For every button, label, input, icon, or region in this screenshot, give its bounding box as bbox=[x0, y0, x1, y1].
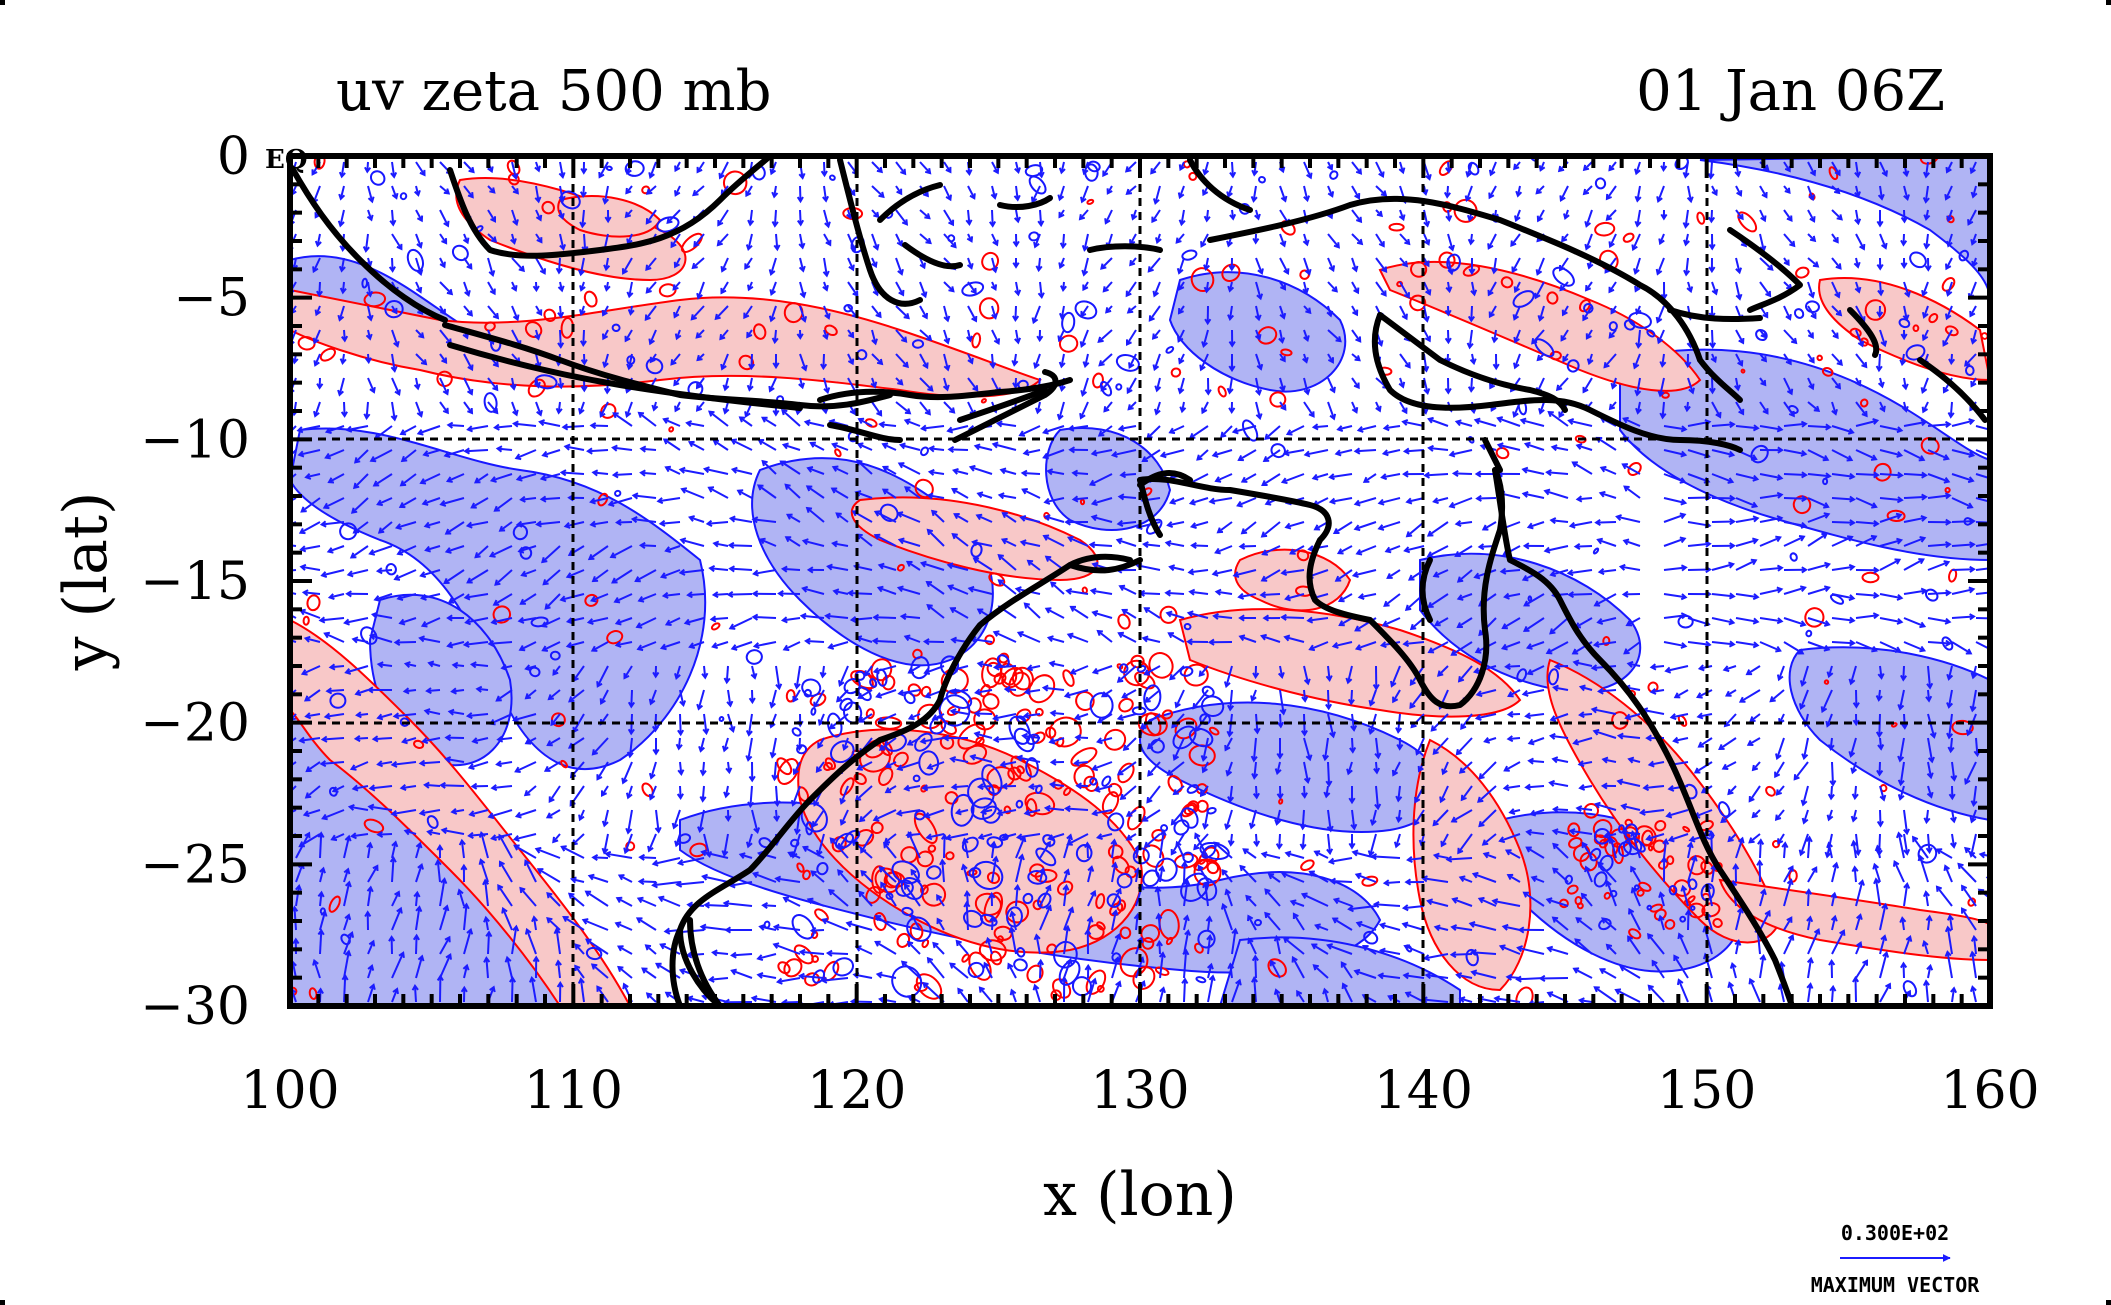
corner-mark bbox=[2106, 0, 2111, 5]
y-axis-label: y (lat) bbox=[51, 492, 121, 672]
x-tick-label: 140 bbox=[1374, 1061, 1473, 1121]
x-tick-label: 130 bbox=[1090, 1061, 1189, 1121]
x-tick-label: 100 bbox=[240, 1061, 339, 1121]
corner-mark bbox=[0, 1300, 5, 1305]
wind-vectors bbox=[290, 161, 1990, 1006]
y-tick-label: −25 bbox=[140, 835, 250, 895]
map-timestamp: 01 Jan 06Z bbox=[1636, 59, 1945, 124]
graticule bbox=[290, 156, 1990, 1006]
x-tick-label: 110 bbox=[524, 1061, 623, 1121]
y-tick-label: −10 bbox=[140, 410, 250, 470]
corner-mark bbox=[2106, 1300, 2111, 1305]
x-tick-label: 160 bbox=[1940, 1061, 2039, 1121]
map-panel bbox=[290, 156, 1990, 1006]
corner-mark bbox=[0, 0, 5, 5]
y-tick-label: −5 bbox=[173, 269, 250, 329]
y-tick-labels: 0 −5 −10 −15 −20 −25 −30 bbox=[140, 127, 250, 1037]
y-tick-label: 0 bbox=[217, 127, 250, 187]
x-tick-label: 150 bbox=[1657, 1061, 1756, 1121]
vector-legend-caption: MAXIMUM VECTOR bbox=[1811, 1273, 1981, 1297]
x-tick-labels: 100 110 120 130 140 150 160 bbox=[240, 1061, 2039, 1121]
y-tick-label: −30 bbox=[140, 977, 250, 1037]
vector-legend: 0.300E+02 MAXIMUM VECTOR bbox=[1811, 1221, 1981, 1297]
y-tick-label: −15 bbox=[140, 552, 250, 612]
map-title: uv zeta 500 mb bbox=[336, 59, 771, 124]
coastlines bbox=[290, 156, 1988, 1006]
equator-label: EQ bbox=[265, 145, 307, 175]
y-tick-label: −20 bbox=[140, 694, 250, 754]
x-axis-label: x (lon) bbox=[1043, 1160, 1237, 1230]
axis-minor-ticks bbox=[288, 154, 1992, 1008]
vector-legend-value: 0.300E+02 bbox=[1841, 1221, 1949, 1245]
negative-contour-loops bbox=[319, 156, 1975, 998]
x-tick-label: 120 bbox=[807, 1061, 906, 1121]
